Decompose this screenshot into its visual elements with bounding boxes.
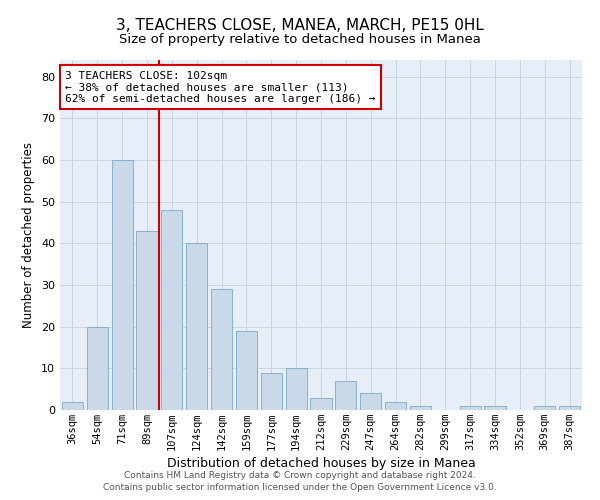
Bar bbox=[112, 160, 133, 410]
Bar bbox=[211, 289, 232, 410]
Bar bbox=[360, 394, 381, 410]
Bar bbox=[87, 326, 108, 410]
Bar bbox=[410, 406, 431, 410]
Text: Size of property relative to detached houses in Manea: Size of property relative to detached ho… bbox=[119, 32, 481, 46]
Bar bbox=[310, 398, 332, 410]
Bar bbox=[286, 368, 307, 410]
Bar bbox=[559, 406, 580, 410]
Bar bbox=[236, 331, 257, 410]
Bar bbox=[161, 210, 182, 410]
Text: Contains HM Land Registry data © Crown copyright and database right 2024.
Contai: Contains HM Land Registry data © Crown c… bbox=[103, 471, 497, 492]
Text: Distribution of detached houses by size in Manea: Distribution of detached houses by size … bbox=[167, 458, 475, 470]
Text: 3, TEACHERS CLOSE, MANEA, MARCH, PE15 0HL: 3, TEACHERS CLOSE, MANEA, MARCH, PE15 0H… bbox=[116, 18, 484, 32]
Bar bbox=[484, 406, 506, 410]
Bar bbox=[460, 406, 481, 410]
Bar bbox=[335, 381, 356, 410]
Bar bbox=[186, 244, 207, 410]
Bar bbox=[261, 372, 282, 410]
Bar bbox=[385, 402, 406, 410]
Bar bbox=[62, 402, 83, 410]
Bar bbox=[534, 406, 555, 410]
Bar bbox=[136, 231, 158, 410]
Text: 3 TEACHERS CLOSE: 102sqm
← 38% of detached houses are smaller (113)
62% of semi-: 3 TEACHERS CLOSE: 102sqm ← 38% of detach… bbox=[65, 70, 376, 104]
Y-axis label: Number of detached properties: Number of detached properties bbox=[22, 142, 35, 328]
